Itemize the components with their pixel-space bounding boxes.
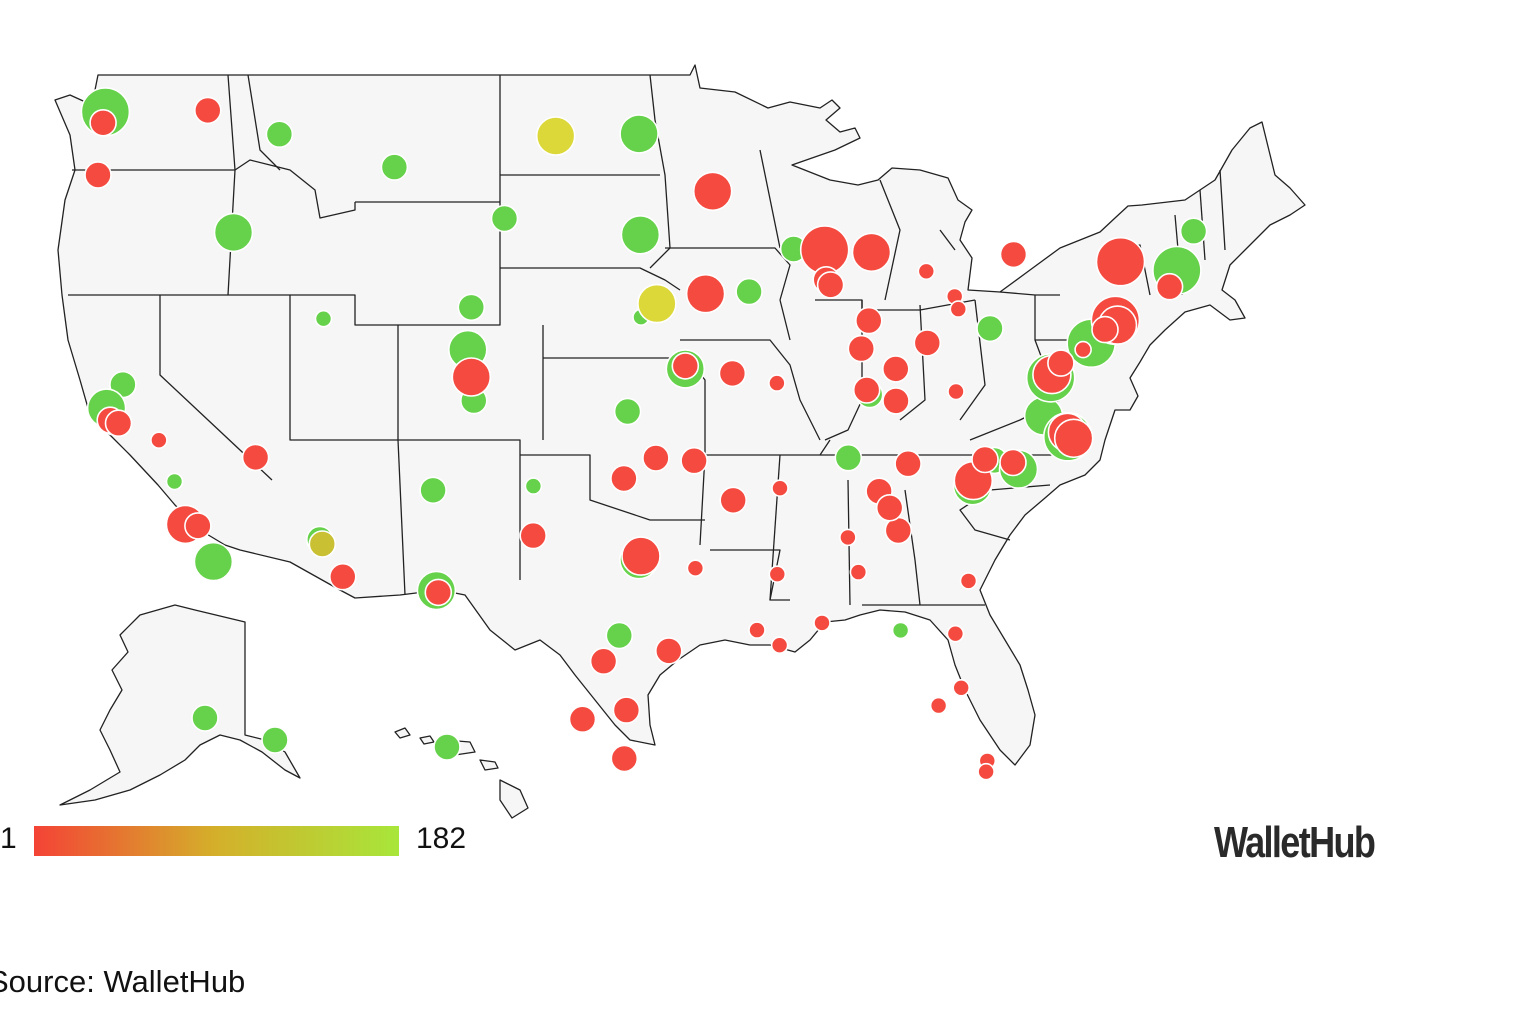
city-marker-75 [104, 409, 133, 438]
city-marker-65 [424, 578, 453, 607]
city-marker-106 [1047, 349, 1075, 377]
alaska-marker-1 [261, 726, 289, 754]
city-marker-12 [457, 293, 486, 322]
city-marker-56 [686, 559, 705, 578]
city-marker-7 [380, 153, 409, 181]
city-marker-52 [524, 477, 543, 495]
city-marker-15 [451, 357, 492, 397]
city-marker-8 [535, 116, 576, 156]
city-marker-34 [854, 306, 883, 335]
city-marker-44 [834, 443, 863, 472]
city-marker-53 [519, 521, 548, 550]
city-markers [80, 87, 1208, 781]
city-marker-5 [213, 212, 254, 253]
city-marker-58 [589, 647, 618, 676]
city-marker-30 [613, 397, 642, 426]
city-marker-47 [771, 479, 789, 498]
city-marker-26 [851, 232, 892, 273]
city-marker-11 [620, 215, 661, 255]
city-marker-80 [184, 512, 212, 540]
city-marker-120 [1179, 217, 1208, 245]
city-marker-25 [816, 271, 845, 299]
city-marker-61 [568, 705, 597, 734]
city-marker-101 [999, 448, 1027, 477]
city-marker-77 [165, 472, 184, 491]
city-marker-10 [490, 204, 519, 233]
city-marker-39 [976, 314, 1004, 343]
city-marker-93 [952, 678, 971, 697]
contiguous-us-outline [54, 64, 1306, 766]
city-marker-32 [768, 374, 786, 392]
city-marker-49 [680, 446, 708, 475]
city-marker-84 [813, 614, 831, 632]
city-marker-27 [917, 262, 936, 281]
city-marker-33 [847, 334, 876, 363]
legend-min-label: 1 [0, 822, 17, 855]
city-marker-51 [610, 464, 638, 493]
city-marker-110 [1053, 418, 1094, 459]
city-marker-92 [929, 696, 948, 715]
city-marker-13 [314, 309, 333, 328]
city-marker-90 [891, 621, 910, 640]
city-marker-119 [1155, 272, 1184, 301]
city-marker-87 [849, 563, 868, 581]
city-marker-6 [265, 120, 294, 148]
city-marker-43 [947, 382, 965, 401]
city-marker-83 [748, 621, 766, 639]
city-marker-62 [610, 744, 639, 773]
city-marker-31 [718, 359, 747, 388]
city-marker-21 [735, 277, 763, 306]
city-marker-68 [328, 562, 357, 591]
city-marker-42 [882, 387, 910, 415]
city-marker-76 [150, 431, 168, 450]
city-marker-1 [89, 109, 117, 137]
city-marker-3 [84, 161, 112, 189]
alaska-outline [59, 604, 301, 806]
city-marker-20 [685, 273, 726, 314]
wallethub-logo: WalletHub [1214, 818, 1376, 867]
city-marker-2 [194, 96, 222, 125]
city-marker-35 [881, 355, 910, 383]
city-marker-17 [637, 283, 677, 324]
city-marker-102 [971, 445, 999, 474]
city-marker-115 [1091, 315, 1119, 344]
city-marker-117 [999, 240, 1028, 269]
city-marker-86 [839, 528, 857, 547]
city-marker-116 [1095, 236, 1146, 287]
city-marker-82 [770, 636, 789, 655]
city-marker-96 [959, 572, 978, 590]
city-marker-69 [241, 443, 270, 472]
legend-gradient-bar [34, 826, 399, 856]
city-marker-81 [193, 541, 234, 582]
source-note: Source: WalletHub [0, 964, 246, 999]
city-marker-95 [977, 762, 995, 781]
city-marker-9 [619, 114, 659, 154]
city-marker-91 [946, 624, 965, 643]
hawaii-marker-0 [433, 733, 461, 761]
legend-max-label: 182 [416, 822, 467, 855]
city-marker-36 [913, 329, 942, 357]
city-marker-55 [621, 536, 661, 576]
city-marker-41 [852, 376, 881, 404]
city-marker-107 [1074, 340, 1092, 359]
city-marker-46 [894, 449, 922, 478]
city-marker-59 [654, 637, 683, 665]
city-marker-67 [308, 530, 337, 558]
city-marker-29 [671, 352, 700, 380]
alaska-marker-0 [191, 704, 219, 732]
city-marker-89 [875, 493, 904, 522]
city-marker-85 [768, 565, 787, 584]
city-marker-48 [719, 486, 748, 515]
city-marker-50 [642, 444, 670, 472]
city-marker-63 [419, 476, 447, 505]
city-marker-38 [949, 300, 968, 318]
hawaii-outline [394, 727, 529, 819]
city-marker-60 [612, 696, 641, 724]
city-marker-19 [692, 171, 733, 212]
city-marker-57 [605, 621, 634, 650]
